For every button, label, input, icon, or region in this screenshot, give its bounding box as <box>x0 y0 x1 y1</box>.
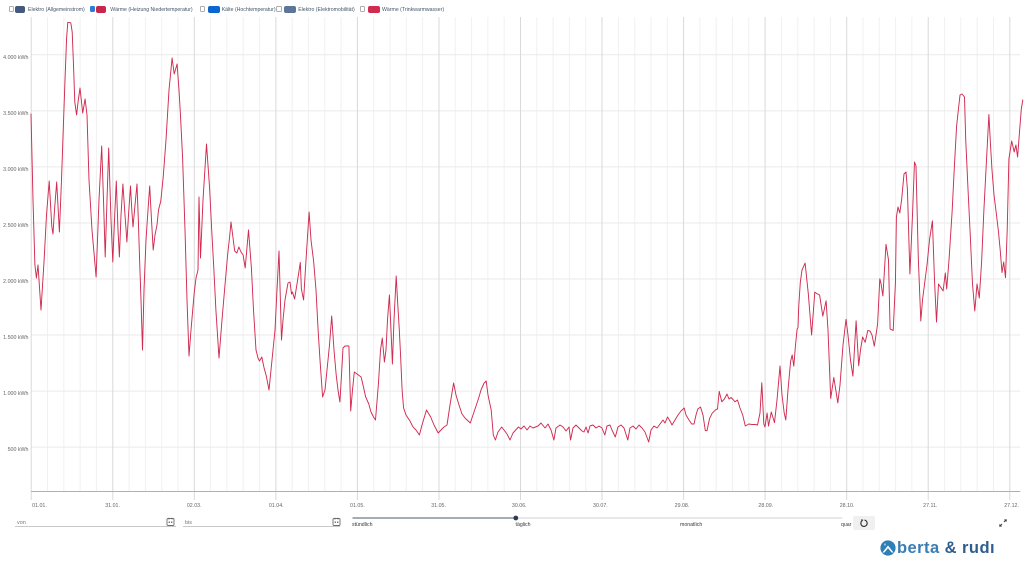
svg-text:3.500 kWh: 3.500 kWh <box>3 111 28 117</box>
svg-text:30.07.: 30.07. <box>593 503 608 509</box>
svg-text:1.500 kWh: 1.500 kWh <box>3 335 28 341</box>
svg-text:01.04.: 01.04. <box>269 503 284 509</box>
svg-text:31.05.: 31.05. <box>431 503 446 509</box>
svg-text:29.08.: 29.08. <box>675 503 690 509</box>
svg-text:3.000 kWh: 3.000 kWh <box>3 167 28 173</box>
svg-text:01.01.: 01.01. <box>32 503 47 509</box>
svg-text:31.01.: 31.01. <box>105 503 120 509</box>
svg-text:01.05.: 01.05. <box>350 503 365 509</box>
svg-text:30.06.: 30.06. <box>512 503 527 509</box>
svg-text:02.03.: 02.03. <box>187 503 202 509</box>
svg-text:2.500 kWh: 2.500 kWh <box>3 223 28 229</box>
svg-text:28.10.: 28.10. <box>840 503 855 509</box>
svg-text:27.12.: 27.12. <box>1004 503 1019 509</box>
svg-text:27.11.: 27.11. <box>923 503 937 509</box>
svg-text:500 kWh: 500 kWh <box>8 447 29 453</box>
svg-text:2.000 kWh: 2.000 kWh <box>3 279 28 285</box>
svg-text:1.000 kWh: 1.000 kWh <box>3 391 28 397</box>
svg-text:28.09.: 28.09. <box>758 503 773 509</box>
svg-text:4.000 kWh: 4.000 kWh <box>3 55 28 61</box>
